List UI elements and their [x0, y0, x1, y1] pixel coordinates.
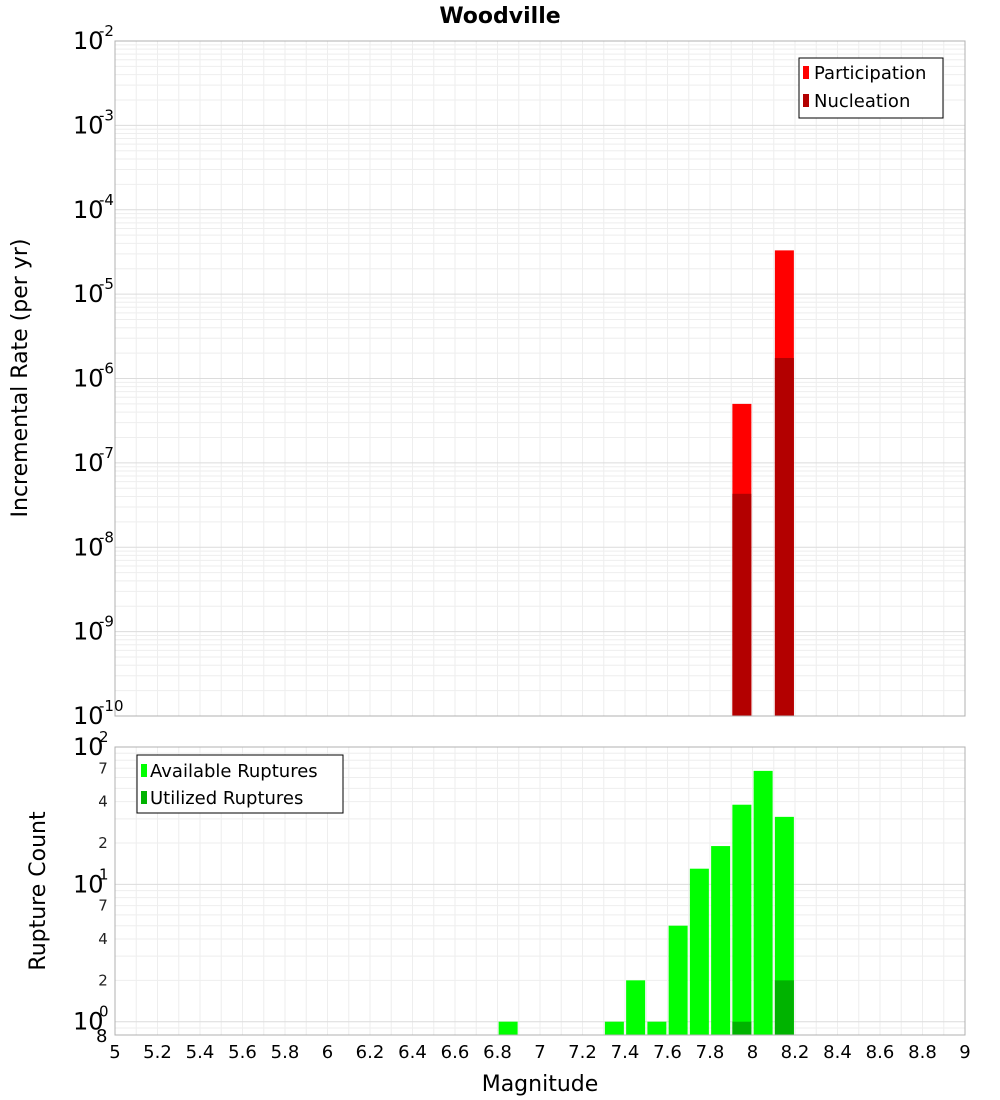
x-tick-labels: 5 5.2 5.4 5.6 5.8 6 6.2 6.4 6.6 6.8 7 7.2 7.4 7.6 7.8 8… [109, 1042, 970, 1063]
bottom-y-axis-title: Rupture Count [26, 811, 51, 971]
bottom-y-minor-tick-label: 4 [98, 930, 108, 948]
available-ruptures-bar [668, 925, 688, 1035]
x-tick-label: 6.8 [483, 1042, 512, 1063]
x-tick-label: 7.4 [611, 1042, 640, 1063]
top-y-tick-label-exponent: -8 [99, 528, 114, 546]
x-tick-label: 8.8 [908, 1042, 937, 1063]
top-plot-frame [114, 40, 966, 717]
x-tick-label: 8.6 [866, 1042, 895, 1063]
x-tick-label: 5 [109, 1042, 120, 1063]
legend-label-utilized-ruptures: Utilized Ruptures [150, 788, 303, 809]
bottom-y-tick-label-base: 10 [73, 1008, 104, 1036]
x-tick-label: 9 [959, 1042, 970, 1063]
legend-label-participation: Participation [814, 63, 926, 84]
top-y-tick-label-base: 10 [73, 27, 104, 55]
legend-label-nucleation: Nucleation [814, 91, 910, 112]
legend-swatch-available-ruptures [141, 764, 147, 777]
x-axis-title: Magnitude [482, 1072, 599, 1097]
top-legend-box [798, 57, 944, 119]
x-tick-label: 5.2 [143, 1042, 172, 1063]
x-tick-label: 8 [747, 1042, 758, 1063]
top-y-tick-label-exponent: -10 [99, 697, 124, 715]
top-y-tick-label-base: 10 [73, 702, 104, 730]
x-tick-label: 8.2 [781, 1042, 810, 1063]
top-y-tick-label-base: 10 [73, 365, 104, 393]
x-tick-label: 5.6 [228, 1042, 257, 1063]
x-tick-label: 7.8 [696, 1042, 725, 1063]
x-tick-label: 6.4 [398, 1042, 427, 1063]
top-bars [732, 250, 794, 717]
top-y-tick-label-exponent: -9 [99, 613, 114, 631]
x-tick-label: 7.6 [653, 1042, 682, 1063]
top-y-tick-label-exponent: -4 [99, 191, 114, 209]
bottom-y-minor-tick-label: 2 [98, 834, 108, 852]
chart-title: Woodville [439, 4, 560, 29]
bottom-legend: Available Ruptures Utilized Ruptures [136, 754, 344, 814]
top-y-tick-label-exponent: -3 [99, 106, 114, 124]
x-tick-label: 5.4 [186, 1042, 215, 1063]
nucleation-bar [732, 493, 752, 716]
bottom-y-minor-tick-label: 4 [98, 793, 108, 811]
top-y-tick-label-base: 10 [73, 533, 104, 561]
available-ruptures-bar [689, 868, 709, 1035]
bottom-legend-box [136, 754, 344, 814]
available-ruptures-bar [753, 770, 773, 1035]
bottom-y-tick-label-exponent: 0 [99, 1003, 109, 1021]
legend-swatch-nucleation [803, 94, 809, 107]
bottom-y-minor-tick-label: 2 [98, 971, 108, 989]
top-panel: 10-210-310-410-510-610-710-810-910-10 In… [8, 22, 966, 730]
available-ruptures-bar [732, 804, 752, 1035]
bottom-y-tick-label-base: 10 [73, 870, 104, 898]
available-ruptures-bar [647, 1021, 667, 1035]
top-legend: Participation Nucleation [798, 57, 944, 119]
top-y-tick-label-base: 10 [73, 111, 104, 139]
legend-swatch-participation [803, 66, 809, 79]
top-y-tick-label-base: 10 [73, 280, 104, 308]
top-y-tick-label-exponent: -5 [99, 275, 114, 293]
x-tick-label: 6.6 [441, 1042, 470, 1063]
top-y-tick-label-exponent: -6 [99, 360, 114, 378]
legend-label-available-ruptures: Available Ruptures [150, 761, 318, 782]
bottom-y-tick-label-base: 10 [73, 733, 104, 761]
top-grid [114, 41, 966, 717]
x-tick-label: 7.2 [568, 1042, 597, 1063]
bottom-y-minor-tick-label: 7 [98, 759, 108, 777]
utilized-ruptures-bar [774, 980, 794, 1035]
x-tick-label: 6.2 [356, 1042, 385, 1063]
bottom-y-minor-tick-label: 8 [96, 1026, 107, 1047]
bottom-y-tick-label-exponent: 1 [99, 865, 109, 883]
top-y-tick-label-exponent: -2 [99, 22, 114, 40]
top-y-tick-labels: 10-210-310-410-510-610-710-810-910-10 [73, 22, 124, 730]
utilized-ruptures-bar [732, 1021, 752, 1035]
top-y-tick-label-base: 10 [73, 449, 104, 477]
nucleation-bar [774, 357, 794, 716]
x-tick-label: 8.4 [823, 1042, 852, 1063]
legend-swatch-utilized-ruptures [141, 791, 147, 804]
available-ruptures-bar [604, 1021, 624, 1035]
bottom-plot-frame [114, 746, 966, 1036]
available-ruptures-bar [498, 1021, 518, 1035]
bottom-bars [498, 770, 794, 1035]
x-tick-label: 6 [322, 1042, 333, 1063]
bottom-y-tick-label-exponent: 2 [99, 728, 109, 746]
bottom-y-minor-tick-label: 7 [98, 897, 108, 915]
x-tick-label: 7 [534, 1042, 545, 1063]
top-y-tick-label-exponent: -7 [99, 444, 114, 462]
top-y-axis-title: Incremental Rate (per yr) [8, 239, 33, 518]
x-tick-label: 5.8 [271, 1042, 300, 1063]
available-ruptures-bar [626, 980, 646, 1035]
available-ruptures-bar [711, 846, 731, 1035]
top-y-tick-label-base: 10 [73, 196, 104, 224]
top-y-tick-label-base: 10 [73, 618, 104, 646]
